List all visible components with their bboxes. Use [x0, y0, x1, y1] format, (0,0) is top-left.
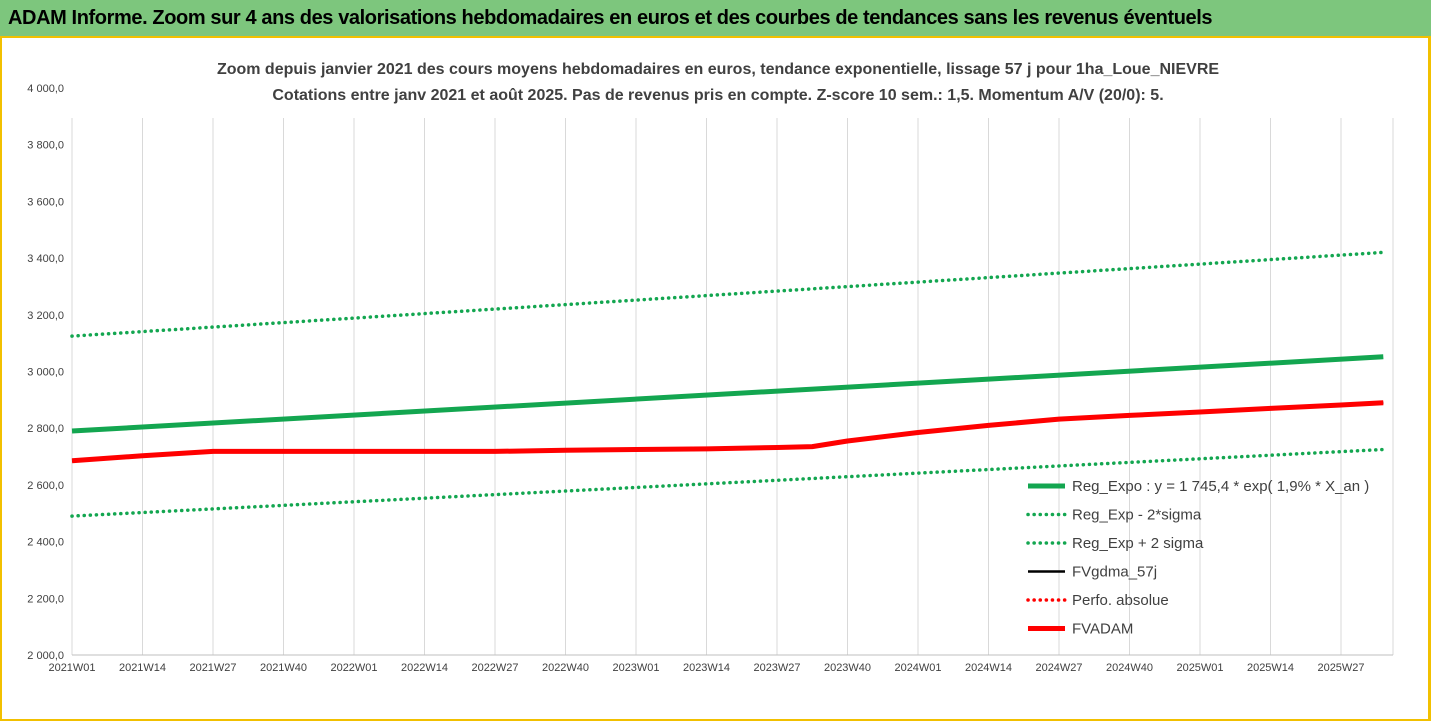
y-tick-label: 3 600,0: [27, 196, 64, 208]
x-tick-label: 2024W01: [894, 662, 941, 674]
y-tick-label: 3 800,0: [27, 140, 64, 152]
series-line: [71, 354, 1384, 434]
legend-label: Perfo. absolue: [1072, 592, 1169, 609]
y-tick-label: 4 000,0: [27, 83, 64, 95]
x-tick-label: 2025W27: [1317, 662, 1364, 674]
chart-title: Zoom depuis janvier 2021 des cours moyen…: [217, 61, 1219, 78]
plot-area: [70, 250, 1386, 518]
x-tick-label: 2022W27: [471, 662, 518, 674]
legend-label: FVADAM: [1072, 621, 1133, 638]
x-tick-label: 2023W01: [612, 662, 659, 674]
y-tick-label: 3 000,0: [27, 367, 64, 379]
x-tick-labels: 2021W01 2021W14 2021W27 2021W40 2022W01 2022W…: [48, 662, 1364, 674]
y-tick-label: 2 000,0: [27, 650, 64, 662]
legend-label: Reg_Expo : y = 1 745,4 * exp( 1,9% * X_a…: [1072, 478, 1369, 495]
x-tick-label: 2025W01: [1176, 662, 1223, 674]
legend-label: FVgdma_57j: [1072, 564, 1157, 581]
x-tick-label: 2022W01: [330, 662, 377, 674]
y-tick-label: 2 800,0: [27, 423, 64, 435]
x-tick-label: 2024W14: [965, 662, 1012, 674]
report-banner: ADAM Informe. Zoom sur 4 ans des valoris…: [0, 0, 1431, 38]
x-tick-label: 2023W40: [824, 662, 871, 674]
x-tick-label: 2021W14: [119, 662, 166, 674]
series-line: [71, 400, 1384, 464]
chart-frame: 4 000,0 3 800,0 3 600,0 3 400,0 3 200,0 3 000…: [0, 38, 1431, 721]
x-tick-label: 2025W14: [1247, 662, 1294, 674]
x-tick-label: 2021W27: [189, 662, 236, 674]
x-tick-label: 2023W14: [683, 662, 730, 674]
y-tick-label: 2 200,0: [27, 593, 64, 605]
y-tick-label: 2 600,0: [27, 480, 64, 492]
report-title: ADAM Informe. Zoom sur 4 ans des valoris…: [8, 7, 1213, 29]
x-tick-label: 2024W40: [1106, 662, 1153, 674]
series-line: [70, 447, 1386, 518]
legend: Reg_Expo : y = 1 745,4 * exp( 1,9% * X_a…: [1026, 478, 1369, 638]
y-tick-label: 2 400,0: [27, 537, 64, 549]
x-tick-label: 2024W27: [1035, 662, 1082, 674]
x-tick-label: 2022W40: [542, 662, 589, 674]
y-tick-label: 3 400,0: [27, 253, 64, 265]
x-tick-label: 2022W14: [401, 662, 448, 674]
chart-subtitle: Cotations entre janv 2021 et août 2025. …: [272, 87, 1163, 104]
x-tick-label: 2021W40: [260, 662, 307, 674]
y-tick-label: 3 200,0: [27, 310, 64, 322]
series-line: [70, 250, 1386, 338]
legend-label: Reg_Exp + 2 sigma: [1072, 535, 1204, 552]
chart-titles: Zoom depuis janvier 2021 des cours moyen…: [217, 61, 1219, 104]
y-tick-labels: 4 000,0 3 800,0 3 600,0 3 400,0 3 200,0 3 000…: [27, 83, 64, 662]
line-chart: 4 000,0 3 800,0 3 600,0 3 400,0 3 200,0 3 000…: [27, 61, 1394, 674]
legend-label: Reg_Exp - 2*sigma: [1072, 507, 1202, 524]
grid-lines: [71, 118, 1394, 655]
x-tick-label: 2023W27: [753, 662, 800, 674]
x-tick-label: 2021W01: [48, 662, 95, 674]
